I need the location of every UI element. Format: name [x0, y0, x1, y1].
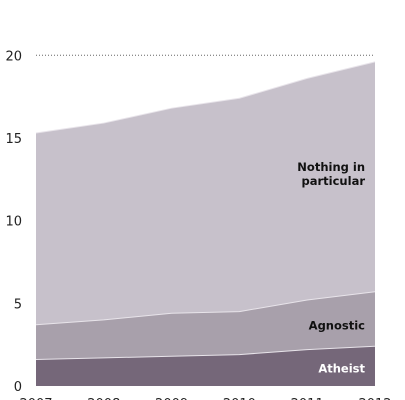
- series-label-nothing-in-particular: Nothing in particular: [297, 160, 365, 188]
- y-tick-label: 0: [14, 380, 22, 395]
- y-tick-label: 20: [5, 49, 22, 64]
- y-tick-label: 5: [14, 297, 22, 312]
- series-label-atheist: Atheist: [318, 361, 365, 375]
- y-tick-label: 15: [5, 132, 22, 147]
- series-boundary-atheist: [35, 345, 376, 361]
- series-boundary-nothing-in-particular: [35, 61, 376, 134]
- y-tick-label: 10: [5, 215, 22, 230]
- series-label-line: Nothing in: [297, 160, 365, 174]
- x-tick-label: 2007: [19, 397, 52, 400]
- axis-layer: 0 5 10 15 20 2007 2008 2009 2010 2011 2012: [5, 49, 391, 400]
- series-label-line: Atheist: [318, 361, 365, 375]
- areas-layer: [35, 61, 376, 386]
- x-tick-label: 2010: [223, 397, 256, 400]
- x-tick-label: 2009: [155, 397, 188, 400]
- x-tick-label: 2008: [87, 397, 120, 400]
- area-nothing-in-particular: [36, 61, 375, 325]
- x-tick-label: 2012: [358, 397, 391, 400]
- area-atheist: [36, 346, 375, 386]
- labels-layer: Atheist Agnostic Nothing in particular: [297, 160, 365, 375]
- series-boundary-agnostic: [35, 291, 376, 326]
- series-label-line: Agnostic: [309, 318, 366, 332]
- series-label-line: particular: [302, 174, 366, 188]
- series-label-agnostic: Agnostic: [309, 318, 366, 332]
- x-tick-label: 2011: [291, 397, 324, 400]
- area-agnostic: [36, 291, 375, 360]
